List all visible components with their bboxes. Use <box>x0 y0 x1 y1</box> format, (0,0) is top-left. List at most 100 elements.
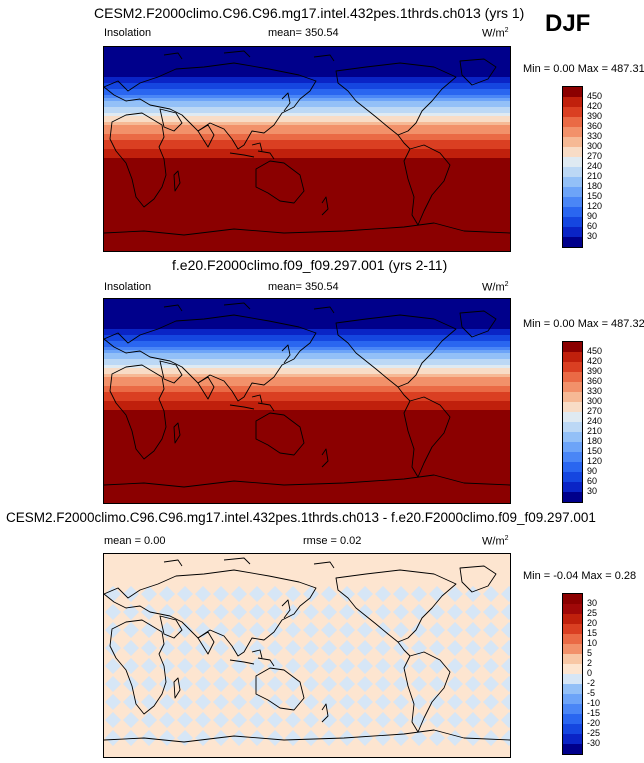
field-cell-negative <box>429 622 445 638</box>
field-cell-negative <box>231 640 247 656</box>
panel1-field <box>104 47 510 251</box>
field-band <box>104 437 510 441</box>
colorbar-tick-label: 120 <box>587 201 603 211</box>
field-cell-negative <box>231 676 247 692</box>
colorbar-segment <box>563 107 582 117</box>
colorbar-segment <box>563 392 582 402</box>
field-cell-negative <box>375 658 391 674</box>
field-cell-negative <box>447 730 463 746</box>
field-cell-negative <box>501 658 510 674</box>
panel1-colorbar <box>562 86 583 248</box>
colorbar-segment <box>563 704 582 714</box>
field-band <box>104 140 510 144</box>
field-band <box>104 374 510 378</box>
field-band <box>104 359 510 363</box>
field-band <box>104 221 510 225</box>
field-band <box>104 377 510 381</box>
field-band <box>104 233 510 237</box>
panel3-units: W/m2 <box>482 535 509 548</box>
field-band <box>104 317 510 321</box>
field-band <box>104 164 510 168</box>
field-cell-negative <box>141 640 157 656</box>
field-cell-negative <box>411 676 427 692</box>
colorbar-tick-label: 60 <box>587 476 598 486</box>
field-cell-negative <box>303 604 319 620</box>
colorbar-segment <box>563 624 582 634</box>
field-cell-negative <box>393 640 409 656</box>
field-cell-negative <box>159 676 175 692</box>
field-band <box>104 380 510 384</box>
colorbar-segment <box>563 604 582 614</box>
field-cell-negative <box>231 622 247 638</box>
colorbar-segment <box>563 492 582 502</box>
field-band <box>104 209 510 213</box>
colorbar-tick-label: 300 <box>587 396 603 406</box>
colorbar-tick-label: 240 <box>587 161 603 171</box>
field-band <box>104 497 510 501</box>
field-band <box>104 134 510 138</box>
field-band <box>104 119 510 123</box>
field-cell-negative <box>123 586 139 602</box>
field-band <box>104 401 510 405</box>
field-cell-negative <box>105 640 121 656</box>
field-cell-negative <box>393 622 409 638</box>
field-band <box>104 383 510 387</box>
panel1-minmax: Min = 0.00 Max = 487.31 <box>523 63 644 75</box>
field-cell-negative <box>429 604 445 620</box>
colorbar-tick-label: 240 <box>587 416 603 426</box>
field-cell-negative <box>303 640 319 656</box>
colorbar-tick-label: 60 <box>587 221 598 231</box>
field-cell-negative <box>141 730 157 746</box>
field-cell-negative <box>285 586 301 602</box>
field-band <box>104 236 510 240</box>
field-band <box>104 239 510 243</box>
field-cell-negative <box>123 640 139 656</box>
field-cell-negative <box>465 712 481 728</box>
field-band <box>104 122 510 126</box>
field-cell-negative <box>429 658 445 674</box>
field-cell-negative <box>195 694 211 710</box>
field-band <box>104 335 510 339</box>
field-band <box>104 464 510 468</box>
field-cell-negative <box>411 730 427 746</box>
field-cell-negative <box>249 658 265 674</box>
field-cell-negative <box>303 622 319 638</box>
colorbar-tick-label: -5 <box>587 688 596 698</box>
field-band <box>104 71 510 75</box>
field-band <box>104 137 510 141</box>
field-cell-negative <box>375 712 391 728</box>
colorbar-tick-label: -2 <box>587 678 596 688</box>
colorbar-tick-label: -15 <box>587 708 601 718</box>
field-band <box>104 353 510 357</box>
colorbar-tick-label: 270 <box>587 151 603 161</box>
colorbar-segment <box>563 664 582 674</box>
field-band <box>104 341 510 345</box>
colorbar-tick-label: 150 <box>587 191 603 201</box>
field-band <box>104 356 510 360</box>
field-band <box>104 107 510 111</box>
field-cell-negative <box>159 640 175 656</box>
field-band <box>104 74 510 78</box>
field-cell-negative <box>375 730 391 746</box>
field-cell-negative <box>141 694 157 710</box>
colorbar-segment <box>563 654 582 664</box>
colorbar-segment <box>563 97 582 107</box>
field-cell-negative <box>213 658 229 674</box>
field-cell-negative <box>375 604 391 620</box>
field-cell-negative <box>213 676 229 692</box>
colorbar-segment <box>563 482 582 492</box>
field-band <box>104 47 510 51</box>
field-cell-negative <box>267 640 283 656</box>
field-cell-negative <box>501 694 510 710</box>
field-band <box>104 218 510 222</box>
colorbar-tick-label: 5 <box>587 648 593 658</box>
field-cell-negative <box>105 676 121 692</box>
field-cell-negative <box>393 586 409 602</box>
field-cell-negative <box>465 658 481 674</box>
field-band <box>104 329 510 333</box>
colorbar-segment <box>563 734 582 744</box>
colorbar-tick-label: 2 <box>587 658 593 668</box>
colorbar-segment <box>563 137 582 147</box>
field-cell-negative <box>483 604 499 620</box>
field-cell-negative <box>339 658 355 674</box>
